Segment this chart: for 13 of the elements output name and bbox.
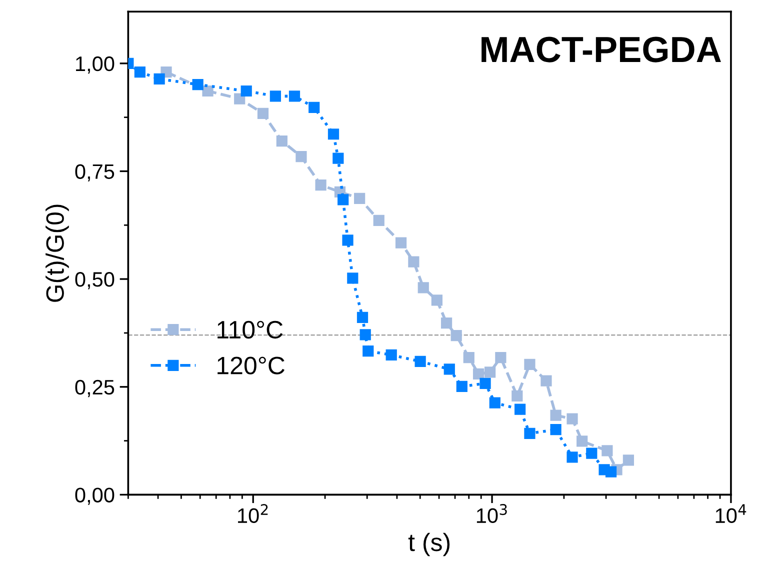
x-tick-label: 10$^{3}$ <box>476 504 507 524</box>
legend-label: 110°C <box>218 320 283 339</box>
y-axis-title: G(t)/G(0) <box>46 204 69 302</box>
x-tick-label: 10$^{4}$ <box>716 504 746 524</box>
y-tick-label: 1,00 <box>76 56 114 74</box>
x-tick-label: 10$^{2}$ <box>238 504 268 524</box>
y-tick-label: 0,75 <box>75 164 114 182</box>
y-tick-label: 0,25 <box>75 380 114 398</box>
x-axis-title: t (s) <box>408 532 450 556</box>
legend-label: 120°C <box>218 356 284 374</box>
annotation: MACT-PEGDA <box>482 36 721 62</box>
y-tick-label: 0,50 <box>75 272 114 290</box>
y-tick-label: 0,00 <box>75 488 114 505</box>
